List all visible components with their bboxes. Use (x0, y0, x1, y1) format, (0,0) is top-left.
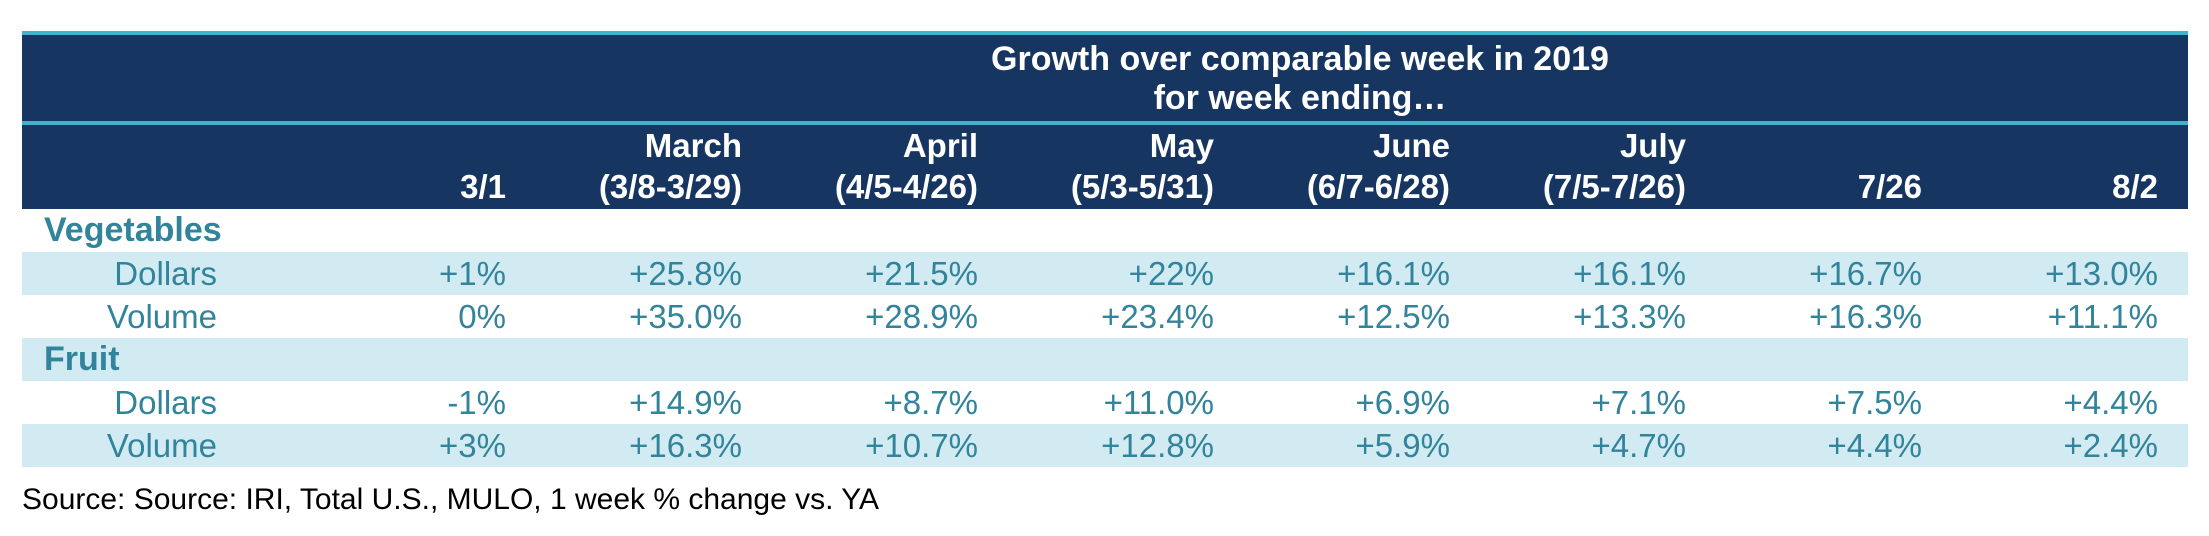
column-header-line2: (5/3-5/31) (1070, 168, 1214, 205)
row-label: Dollars (114, 383, 217, 421)
table-row: Dollars +1% +25.8% +21.5% +22% +16.1% +1… (22, 252, 2188, 295)
table-row: Dollars -1% +14.9% +8.7% +11.0% +6.9% +7… (22, 381, 2188, 424)
table-cell: +4.4% (1827, 426, 1923, 464)
table-cell: +5.9% (1355, 426, 1451, 464)
table-cell: +21.5% (865, 254, 978, 292)
table-header: Growth over comparable week in 2019 for … (22, 35, 2188, 209)
column-header: 8/2 (1944, 125, 2180, 209)
column-header-line2: 3/1 (460, 168, 506, 205)
table-cell: +10.7% (865, 426, 978, 464)
table-cell: +2.4% (2063, 426, 2159, 464)
row-label: Volume (106, 297, 217, 335)
header-banner: Growth over comparable week in 2019 for … (22, 35, 2188, 121)
table-cell: +1% (439, 254, 506, 292)
source-note: Source: Source: IRI, Total U.S., MULO, 1… (22, 483, 880, 516)
table-cell: +22% (1128, 254, 1214, 292)
table-cell: +23.4% (1101, 297, 1214, 335)
column-header-line2: (6/7-6/28) (1306, 168, 1450, 205)
table-cell: +7.5% (1827, 383, 1923, 421)
column-header: May (5/3-5/31) (1000, 125, 1236, 209)
column-header-line1: June (1372, 127, 1450, 164)
column-header-line1: March (644, 127, 742, 164)
column-header: June (6/7-6/28) (1236, 125, 1472, 209)
table-cell: +12.5% (1337, 297, 1450, 335)
header-title-line1: Growth over comparable week in 2019 (991, 40, 1609, 78)
table-row: Volume +3% +16.3% +10.7% +12.8% +5.9% +4… (22, 424, 2188, 467)
top-accent-line (22, 31, 2188, 35)
column-header: 3/1 (217, 125, 528, 209)
header-separator (22, 121, 2188, 125)
table-cell: +12.8% (1101, 426, 1214, 464)
table-cell: +16.7% (1809, 254, 1922, 292)
table-cell: +6.9% (1355, 383, 1451, 421)
column-header: 7/26 (1708, 125, 1944, 209)
row-label: Volume (106, 426, 217, 464)
row-label: Dollars (114, 254, 217, 292)
table-cell: +25.8% (629, 254, 742, 292)
table-cell: +7.1% (1591, 383, 1687, 421)
column-header: March (3/8-3/29) (528, 125, 764, 209)
column-header-line2: (7/5-7/26) (1542, 168, 1686, 205)
table-cell: +16.1% (1337, 254, 1450, 292)
column-header: April (4/5-4/26) (764, 125, 1000, 209)
table-cell: +11.1% (2047, 297, 2158, 335)
table-cell: +4.7% (1591, 426, 1687, 464)
table-row: Volume 0% +35.0% +28.9% +23.4% +12.5% +1… (22, 295, 2188, 338)
column-header-line1: July (1619, 127, 1686, 164)
column-header: July (7/5-7/26) (1472, 125, 1708, 209)
column-header-line2: (3/8-3/29) (598, 168, 742, 205)
section-heading-vegetables: Vegetables (44, 211, 222, 249)
column-header-line2: (4/5-4/26) (834, 168, 978, 205)
table-cell: +13.0% (2045, 254, 2158, 292)
table-cell: +13.3% (1573, 297, 1686, 335)
table-cell: +8.7% (883, 383, 979, 421)
table-cell: -1% (447, 383, 506, 421)
growth-table: Growth over comparable week in 2019 for … (22, 31, 2188, 467)
table-cell: +16.3% (1809, 297, 1922, 335)
column-headers: 3/1 March (3/8-3/29) April (4/5-4/26) Ma… (22, 125, 2188, 209)
table-cell: +35.0% (629, 297, 742, 335)
table-cell: +11.0% (1103, 383, 1214, 421)
column-header-line1: May (1149, 127, 1214, 164)
column-header-line2: 8/2 (2112, 168, 2158, 205)
header-title-line2: for week ending… (1153, 79, 1447, 117)
table-cell: +16.3% (629, 426, 742, 464)
table-cell: +16.1% (1573, 254, 1686, 292)
table-cell: +14.9% (629, 383, 742, 421)
table-cell: +28.9% (865, 297, 978, 335)
column-header-line2: 7/26 (1857, 168, 1922, 205)
table-cell: +3% (439, 426, 506, 464)
section-heading-fruit: Fruit (22, 338, 2188, 381)
table-cell: +4.4% (2063, 383, 2159, 421)
table-cell: 0% (458, 297, 506, 335)
column-header-label (22, 125, 217, 209)
column-header-line1: April (902, 127, 978, 164)
